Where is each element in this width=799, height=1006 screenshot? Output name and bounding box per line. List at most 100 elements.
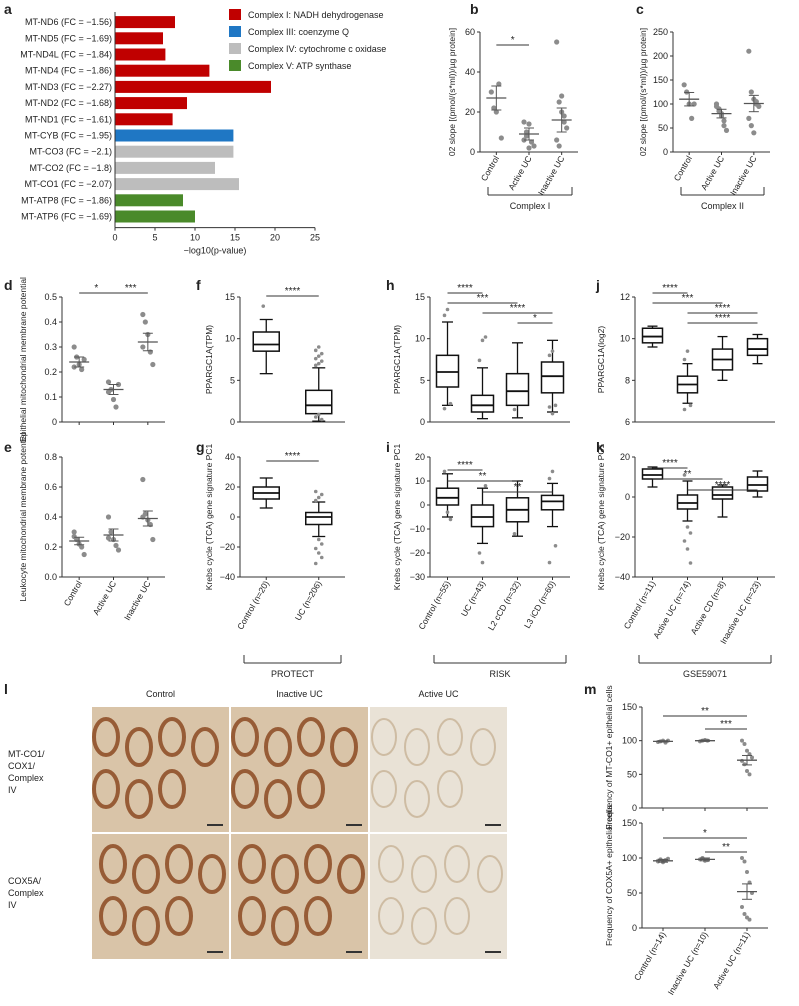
bar-label: MT-CO3 (FC = −2.1): [29, 147, 112, 157]
significance-label: *: [94, 283, 98, 294]
scale-bar: [346, 951, 362, 953]
box: [746, 476, 769, 492]
image-row-label: Complex: [8, 773, 44, 783]
x-tick-label: Inactive UC: [536, 154, 567, 197]
data-point: [142, 319, 148, 325]
y-axis-label: Krebs cycle (TCA) gene signature PC1: [204, 444, 214, 591]
panel-letter-a: a: [4, 1, 12, 17]
data-point: [564, 125, 570, 131]
outlier-point: [550, 411, 555, 416]
data-point: [666, 856, 670, 861]
y-tick-label: −30: [410, 572, 425, 582]
data-point: [750, 755, 754, 760]
bar-label: MT-CO1 (FC = −2.07): [24, 179, 112, 189]
y-tick-label: 40: [225, 452, 235, 462]
legend-label: Complex V: ATP synthase: [248, 61, 351, 71]
bar-label: MT-ND2 (FC = −1.68): [25, 98, 112, 108]
legend-label: Complex III: coenzyme Q: [248, 27, 349, 37]
y-tick-label: 50: [658, 123, 668, 133]
x-tick-label: Active UC: [91, 579, 119, 617]
y-tick-label: 15: [225, 292, 235, 302]
y-axis-label: 02 slope [(pmol/(s*ml))/µg protein]: [447, 28, 457, 156]
bar-label: MT-ND5 (FC = −1.69): [25, 33, 112, 43]
significance-label: ****: [285, 286, 301, 297]
data-point: [140, 476, 146, 483]
data-point: [115, 547, 122, 553]
y-tick-label: 150: [622, 702, 637, 712]
panel-letter-g: g: [196, 439, 205, 455]
crypt-structure: [371, 718, 397, 756]
data-point: [746, 115, 752, 121]
significance-label: ****: [457, 283, 473, 294]
crypt-structure: [165, 844, 193, 884]
bar: [115, 48, 166, 61]
data-point: [105, 389, 112, 395]
y-axis-label: PPARGC1A(TPM): [204, 325, 214, 394]
outlier-point: [316, 412, 321, 417]
image-column-label: Control: [146, 689, 175, 699]
panel-letter-m: m: [584, 681, 596, 697]
crypt-structure: [411, 855, 437, 893]
outlier-point: [313, 498, 318, 503]
x-tick-label: L3 iCD (n=60): [522, 579, 557, 630]
bar-label: MT-CO2 (FC = −1.8): [29, 163, 112, 173]
y-tick-label: 0: [663, 147, 668, 157]
crypt-structure: [437, 718, 463, 756]
legend-label: Complex I: NADH dehydrogenase: [248, 10, 384, 20]
significance-label: **: [722, 842, 730, 853]
group-bracket-label: PROTECT: [271, 669, 315, 679]
y-tick-label: 250: [653, 27, 668, 37]
x-axis-label: −log10(p-value): [184, 246, 247, 256]
box: [305, 389, 333, 415]
significance-label: *: [703, 828, 707, 839]
outlier-point: [316, 537, 321, 542]
crypt-structure: [231, 769, 259, 809]
significance-label: ****: [662, 458, 678, 469]
x-tick-label: Inactive UC (n=23): [718, 579, 762, 646]
data-point: [742, 762, 747, 767]
panel-letter-l: l: [4, 681, 8, 697]
y-tick-label: 50: [627, 888, 637, 898]
group-bracket-label: GSE59071: [683, 669, 727, 679]
outlier-point: [480, 338, 485, 343]
data-point: [554, 39, 560, 45]
histology-image: [370, 834, 507, 959]
data-point: [521, 119, 527, 125]
crypt-structure: [132, 854, 160, 894]
crypt-structure: [92, 717, 120, 757]
data-point: [493, 109, 499, 115]
crypt-structure: [437, 770, 463, 808]
crypt-structure: [477, 855, 503, 893]
y-tick-label: 10: [225, 334, 235, 344]
bar: [115, 80, 271, 93]
y-axis-label: PPARGC1A(log2): [596, 326, 606, 394]
significance-label: *: [533, 313, 537, 324]
image-row-label: COX1/: [8, 761, 36, 771]
significance-label: **: [479, 471, 487, 482]
group-bracket-label: Complex I: [510, 201, 551, 211]
y-tick-label: 0: [420, 417, 425, 427]
crypt-structure: [330, 727, 358, 767]
image-row-label: COX5A/: [8, 876, 42, 886]
bar: [115, 194, 183, 207]
outlier-point: [313, 546, 318, 551]
bar: [115, 145, 234, 158]
bar: [115, 210, 195, 223]
y-tick-label: 10: [415, 476, 425, 486]
box: [540, 494, 565, 511]
data-point: [556, 143, 562, 149]
y-tick-label: 100: [622, 853, 637, 863]
x-tick-label: UC (n=43): [459, 579, 487, 618]
outlier-point: [512, 532, 517, 536]
y-tick-label: 0.4: [44, 317, 57, 327]
data-point: [71, 533, 77, 540]
outlier-point: [313, 489, 318, 494]
box: [505, 372, 530, 407]
y-tick-label: −20: [220, 542, 235, 552]
data-point: [150, 536, 156, 543]
data-point: [108, 529, 114, 535]
data-point: [147, 349, 153, 355]
image-row-label: IV: [8, 900, 17, 910]
data-point: [742, 742, 747, 747]
data-point: [150, 361, 156, 368]
